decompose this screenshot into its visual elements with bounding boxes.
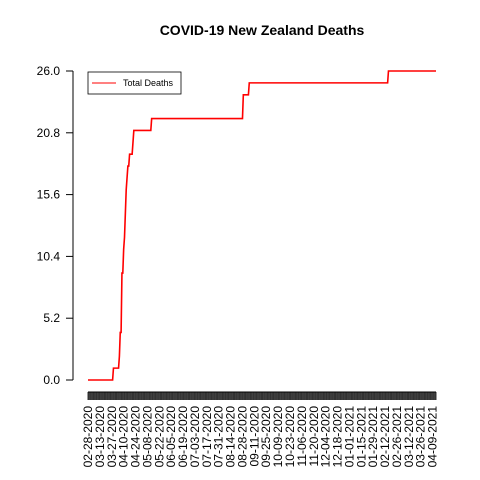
x-axis-ticks: 02-28-202003-13-202003-27-202004-10-2020… [81,391,440,468]
legend: Total Deaths [87,71,182,95]
legend-label-total-deaths: Total Deaths [123,78,174,88]
x-tick-label: 03-13-2020 [93,406,107,468]
x-tick-label: 02-28-2020 [81,406,95,468]
legend-box [87,71,182,95]
x-tick-label: 03-26-2021 [414,406,428,468]
x-tick-label: 01-15-2021 [354,406,368,468]
x-tick-label: 04-10-2020 [117,406,131,468]
x-tick-label: 05-22-2020 [152,406,166,468]
x-tick-label: 05-08-2020 [140,406,154,468]
y-tick-label: 5.2 [43,311,60,325]
x-tick-label: 08-14-2020 [224,406,238,468]
x-tick-label: 07-31-2020 [212,406,226,468]
y-tick-label: 20.8 [37,126,61,140]
x-tick-label: 06-19-2020 [176,406,190,468]
x-tick-label: 10-23-2020 [283,406,297,468]
y-tick-label: 26.0 [37,64,61,78]
x-tick-label: 11-06-2020 [295,406,309,467]
x-tick-label: 01-01-2021 [342,406,356,468]
y-tick-label: 15.6 [37,188,61,202]
x-tick-label: 11-20-2020 [307,406,321,467]
x-tick-label: 04-24-2020 [129,406,143,468]
x-tick-label: 04-09-2021 [426,406,440,468]
x-tick-label: 03-12-2021 [402,406,416,468]
y-tick-label: 0.0 [43,373,60,387]
x-tick-label: 12-04-2020 [319,406,333,468]
x-tick-label: 09-11-2020 [247,406,261,467]
x-tick-label: 12-18-2020 [331,406,345,468]
x-tick-label: 02-26-2021 [390,406,404,468]
x-tick-label: 09-25-2020 [259,406,273,468]
y-axis-ticks: 0.0 5.2 10.4 15.6 20.8 26.0 [37,64,73,387]
x-tick-label: 07-17-2020 [200,406,214,468]
x-tick-label: 01-29-2021 [366,406,380,468]
x-tick-label: 08-28-2020 [235,406,249,468]
x-tick-label: 07-03-2020 [188,406,202,468]
chart-title: COVID-19 New Zealand Deaths [160,22,365,38]
series-line-total-deaths [88,70,436,381]
x-tick-label: 06-05-2020 [164,406,178,468]
y-tick-label: 10.4 [37,249,61,263]
x-tick-label: 03-27-2020 [105,406,119,468]
x-tick-label: 02-12-2021 [378,406,392,468]
x-tick-label: 10-09-2020 [271,406,285,468]
